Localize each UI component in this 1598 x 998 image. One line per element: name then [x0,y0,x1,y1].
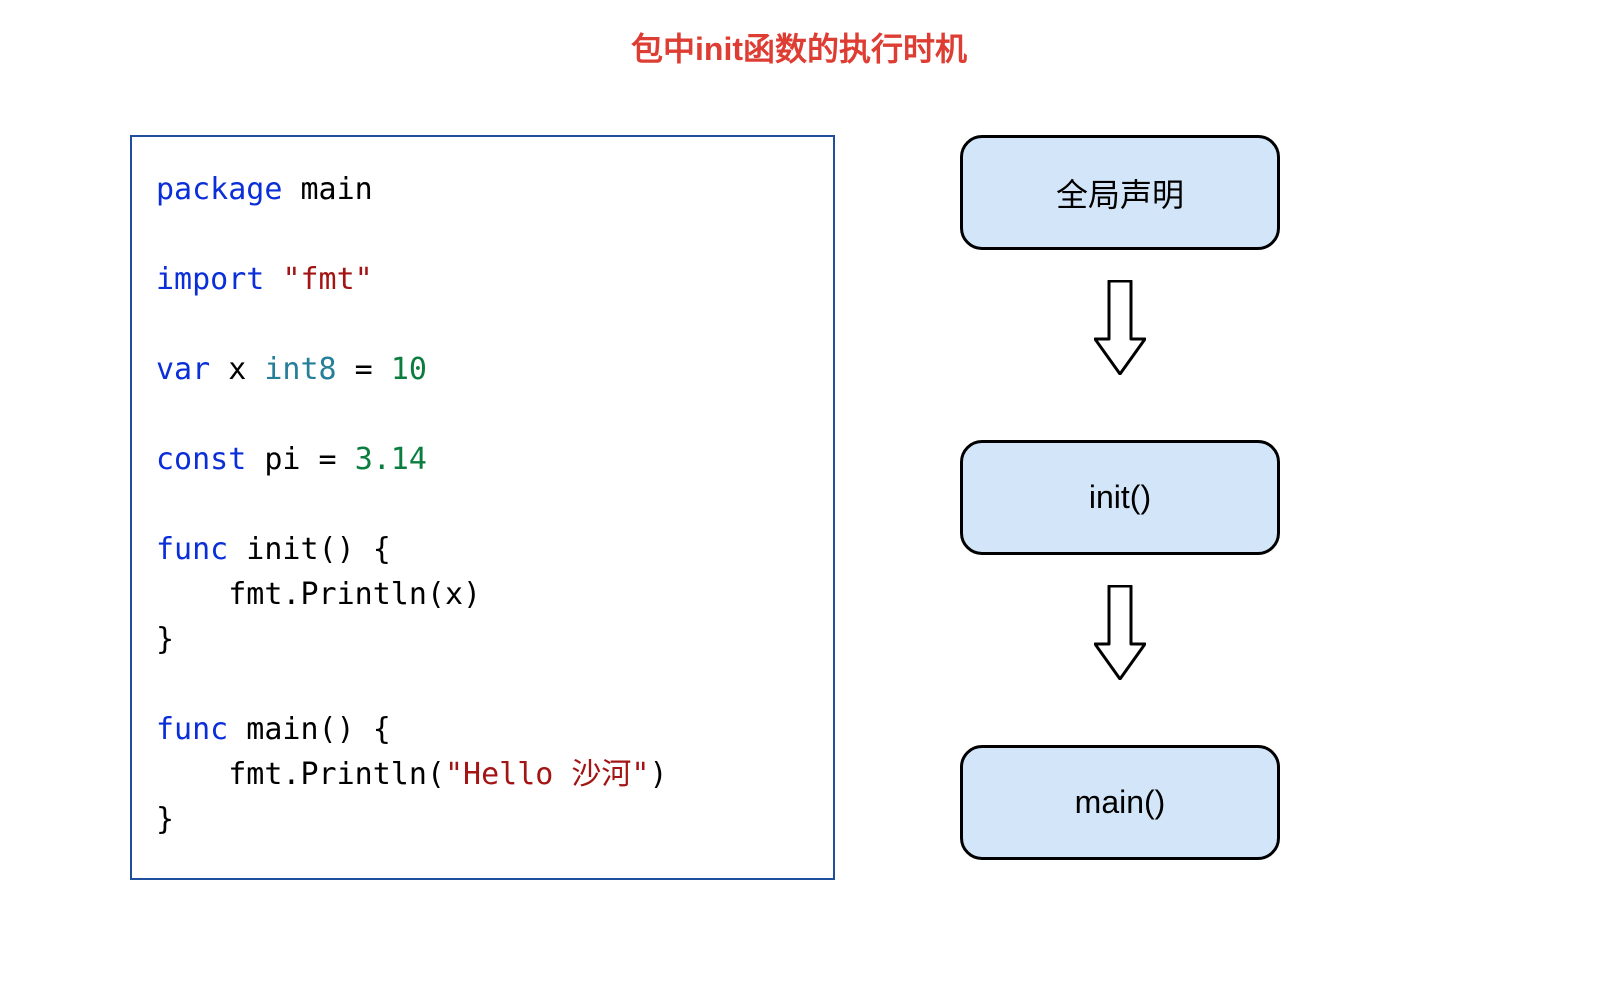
code-line: func main() { [156,707,809,752]
code-token-ident: } [156,802,174,837]
code-token-type: int8 [264,352,336,387]
code-token-kw: package [156,172,282,207]
code-line: fmt.Println(x) [156,572,809,617]
diagram-title: 包中init函数的执行时机 [631,24,967,70]
flow-node-main: main() [960,745,1280,860]
code-token-ident: } [156,622,174,657]
code-token-str: "Hello 沙河" [445,757,650,792]
flow-node-init: init() [960,440,1280,555]
code-token-num: 10 [391,352,427,387]
flow-node-label: main() [1075,784,1166,821]
code-line [156,482,809,527]
flow-node-global: 全局声明 [960,135,1280,250]
code-token-kw: const [156,442,246,477]
code-token-ident: pi = [246,442,354,477]
code-line: } [156,797,809,842]
code-line: func init() { [156,527,809,572]
flow-arrow [1094,280,1146,375]
code-token-num: 3.14 [355,442,427,477]
code-token-ident: init() { [228,532,391,567]
flow-arrow [1094,585,1146,680]
code-token-ident: x [210,352,264,387]
code-line: } [156,617,809,662]
code-line [156,392,809,437]
code-token-kw: var [156,352,210,387]
code-token-str: "fmt" [282,262,372,297]
code-token-kw: func [156,712,228,747]
code-token-ident: main() { [228,712,391,747]
code-token-ident: fmt.Println( [156,757,445,792]
code-token-ident: ) [649,757,667,792]
code-line [156,212,809,257]
flow-node-label: init() [1089,479,1151,516]
code-token-ident: main [282,172,372,207]
code-token-ident: fmt.Println(x) [156,577,481,612]
code-token-ident [264,262,282,297]
code-line: import "fmt" [156,257,809,302]
code-line: const pi = 3.14 [156,437,809,482]
flow-node-label: 全局声明 [1056,170,1184,216]
code-panel: package main import "fmt" var x int8 = 1… [130,135,835,880]
code-token-ident: = [337,352,391,387]
code-line [156,302,809,347]
code-line: fmt.Println("Hello 沙河") [156,752,809,797]
code-line [156,662,809,707]
code-line: package main [156,167,809,212]
code-token-kw: import [156,262,264,297]
code-token-kw: func [156,532,228,567]
code-line: var x int8 = 10 [156,347,809,392]
